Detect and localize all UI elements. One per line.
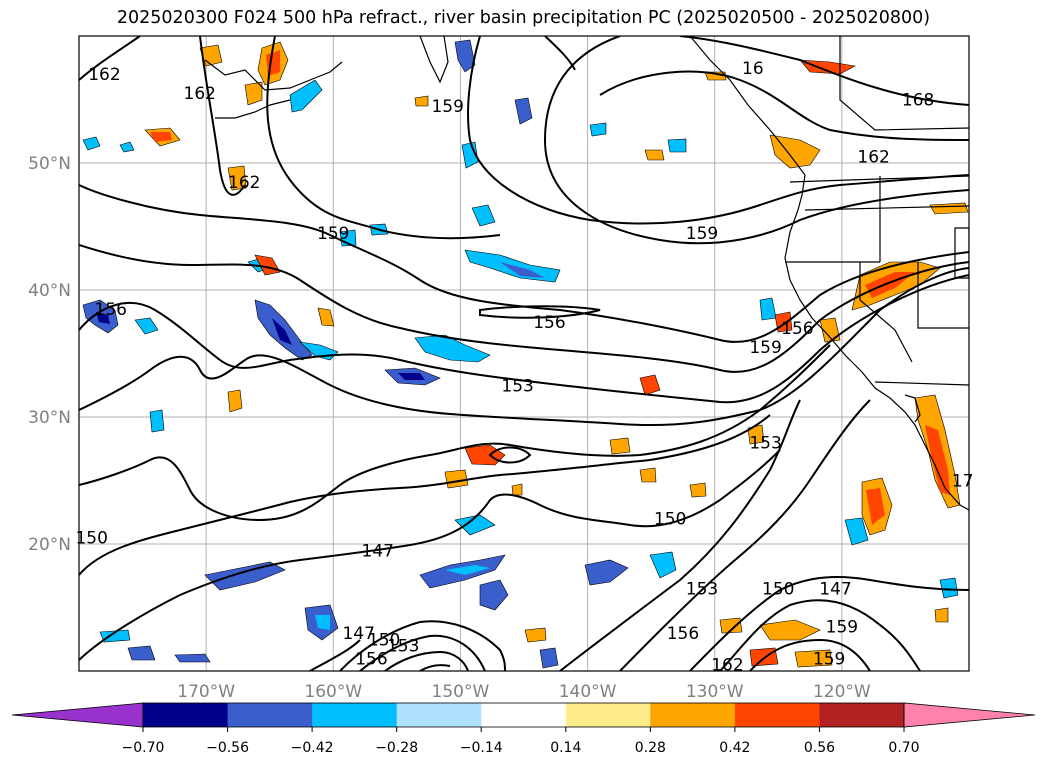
contour-label: 159 [826,618,858,638]
lat-label: 50°N [28,154,71,174]
lon-label: 170°W [177,682,235,702]
contour-label: 162 [184,84,216,104]
longitude-labels: 170°W 160°W 150°W 140°W 130°W 120°W [177,682,871,702]
contour-label: 159 [813,649,845,669]
colorbar-tick-label: 0.56 [804,740,835,756]
lon-label: 160°W [304,682,362,702]
contour-label: 17 [952,472,974,492]
contour-label: 159 [317,224,349,244]
contour-label: 156 [781,319,813,339]
colorbar-tick-label: −0.70 [122,740,165,756]
contour-label: 162 [88,65,120,85]
map-title: 2025020300 F024 500 hPa refract., river … [116,8,931,28]
contour-label: 156 [95,300,127,320]
latitude-labels: 50°N 40°N 30°N 20°N [28,154,71,555]
contour-label: 156 [533,313,565,333]
precip-negative-shading [82,39,959,669]
lon-label: 140°W [559,682,617,702]
lat-label: 40°N [28,281,71,301]
colorbar-tick-label: −0.56 [206,740,249,756]
refractivity-contours [79,36,969,671]
lat-label: 20°N [28,535,71,555]
contour-label: 156 [667,624,699,644]
contour-label: 159 [749,338,781,358]
colorbar-tick-label: −0.28 [375,740,418,756]
contour-label: 16 [742,59,764,79]
colorbar-tick-label: −0.14 [460,740,503,756]
colorbar-segment [396,703,482,727]
contour-label: 153 [501,376,533,396]
lon-label: 120°W [813,682,871,702]
contour-label: 147 [342,624,374,644]
colorbar-tick-label: −0.42 [291,740,334,756]
contour-labels: 1621621621591591561561531501471471501531… [75,59,973,676]
colorbar-tick-label: 0.28 [635,740,666,756]
contour-label: 150 [762,579,794,599]
colorbar-segment [734,703,820,727]
contour-label: 147 [819,579,851,599]
colorbar-segment [565,703,651,727]
contour-label: 159 [431,97,463,117]
contour-label: 153 [387,637,419,657]
colorbar-segment [227,703,313,727]
contour-label: 162 [228,173,260,193]
colorbar-segment [650,703,736,727]
contour-label: 150 [654,510,686,530]
contour-label: 153 [686,579,718,599]
contour-label: 168 [902,91,934,111]
colorbar-tick-label: 0.14 [550,740,581,756]
contour-label: 147 [362,541,394,561]
lat-label: 30°N [28,408,71,428]
contour-label: 162 [711,656,743,676]
colorbar-segment [819,703,905,727]
contour-label: 159 [686,224,718,244]
lon-label: 150°W [432,682,490,702]
contour-label: 150 [368,630,400,650]
colorbar-tick-label: 0.70 [888,740,919,756]
contour-label: 153 [749,433,781,453]
colorbar-tick-label: 0.42 [719,740,750,756]
colorbar-under-extend [11,702,144,728]
precip-positive-shading [144,41,969,668]
colorbar: −0.70 −0.56 −0.42 −0.28 −0.14 0.14 0.28 0.42 0.5… [11,702,1036,756]
map-frame [78,35,970,672]
lon-label: 130°W [686,682,744,702]
contour-label: 156 [355,649,387,669]
colorbar-over-extend [903,702,1036,728]
colorbar-segment [312,703,398,727]
colorbar-outline [142,702,905,728]
colorbar-segment [143,703,229,727]
contour-label: 150 [75,529,107,549]
colorbar-segment [481,703,567,727]
contour-label: 162 [857,148,889,168]
